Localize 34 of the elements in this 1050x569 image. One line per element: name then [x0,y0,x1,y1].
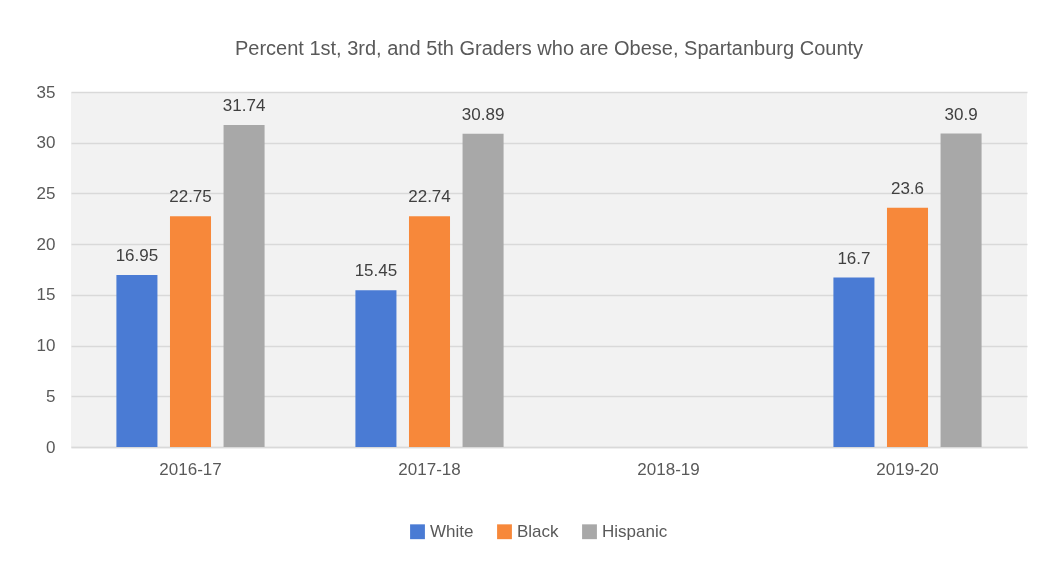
bar [116,275,158,447]
bar [833,277,875,447]
chart-title: Percent 1st, 3rd, and 5th Graders who are Obese, Spartanburg County [234,37,864,59]
bar [169,216,212,447]
y-tick-label: 0 [46,437,56,457]
bar [940,133,982,447]
data-label: 16.95 [115,246,159,266]
y-tick-label: 5 [46,386,56,406]
bar [462,133,504,447]
data-label: 30.9 [944,104,978,124]
y-tick-label: 35 [36,82,56,102]
legend-label: White [430,521,474,541]
legend-label: Black [517,521,560,541]
y-tick-label: 25 [36,183,56,203]
x-tick-label: 2019-20 [876,459,939,479]
x-tick-label: 2016-17 [159,459,222,479]
data-label: 16.7 [837,248,871,268]
bar [223,125,265,447]
data-label: 30.89 [461,104,505,124]
bar [355,290,397,447]
y-tick-label: 15 [36,285,56,305]
bar [408,216,451,447]
data-label: 15.45 [354,261,398,281]
y-tick-label: 10 [36,336,56,356]
data-label: 22.74 [408,187,451,207]
data-label: 31.74 [222,96,266,116]
legend-label: Hispanic [602,521,668,541]
y-tick-label: 30 [36,133,56,153]
x-tick-label: 2018-19 [637,459,700,479]
y-tick-label: 20 [36,234,56,254]
bar [886,207,929,447]
x-tick-label: 2017-18 [398,459,461,479]
data-label: 23.6 [890,178,925,198]
data-label: 22.75 [169,187,212,207]
